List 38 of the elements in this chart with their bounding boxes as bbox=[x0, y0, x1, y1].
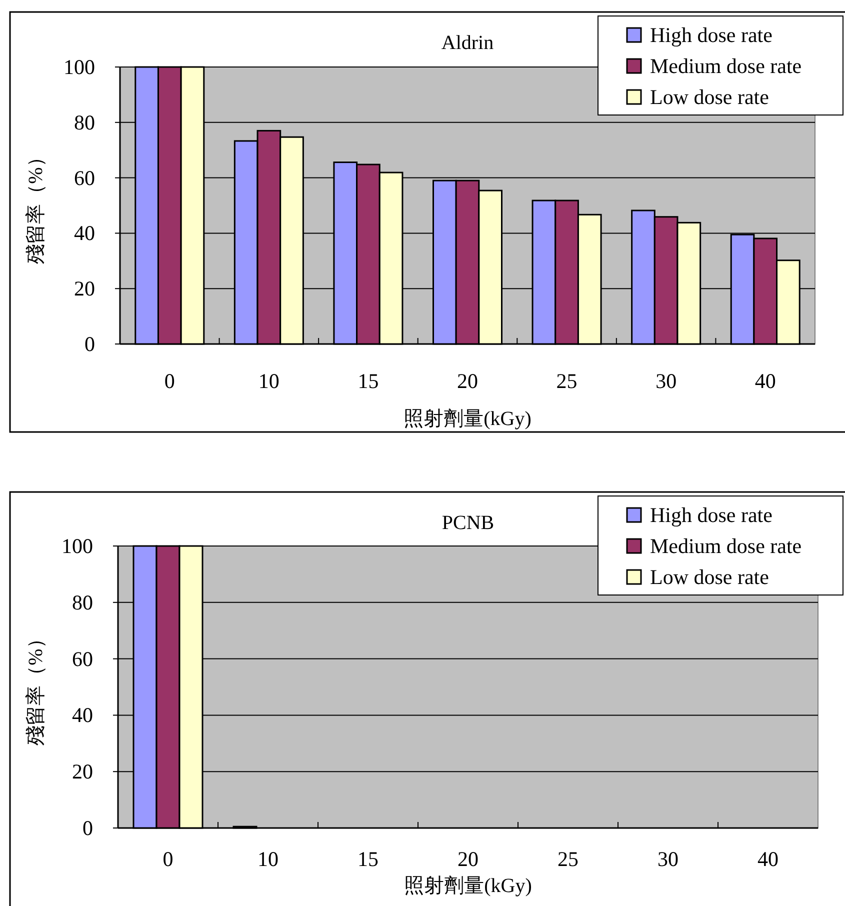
x-tick-label: 25 bbox=[556, 369, 578, 393]
legend-label: Medium dose rate bbox=[650, 54, 802, 78]
x-tick-label: 30 bbox=[656, 369, 677, 393]
legend-label: High dose rate bbox=[650, 503, 772, 527]
x-axis-title: 照射劑量(kGy) bbox=[404, 408, 532, 430]
y-tick-label: 20 bbox=[74, 276, 95, 301]
y-axis-title: 殘留率（%） bbox=[25, 147, 47, 264]
y-tick-label: 60 bbox=[74, 166, 95, 190]
x-tick-label: 40 bbox=[754, 369, 776, 393]
y-tick-label: 0 bbox=[84, 332, 95, 356]
x-tick-label: 10 bbox=[258, 847, 278, 871]
y-tick-label: 80 bbox=[74, 110, 95, 134]
legend-label: Low dose rate bbox=[650, 565, 769, 589]
y-axis-title: 殘留率（%） bbox=[25, 628, 47, 746]
y-tick-label: 0 bbox=[82, 816, 93, 840]
legend-label: Medium dose rate bbox=[650, 534, 802, 558]
y-tick-label: 100 bbox=[64, 55, 95, 79]
y-tick-label: 40 bbox=[72, 703, 93, 728]
x-axis-title: 照射劑量(kGy) bbox=[404, 875, 532, 897]
x-tick-label: 0 bbox=[162, 847, 174, 871]
chart-title: PCNB bbox=[442, 512, 494, 534]
x-tick-label: 10 bbox=[258, 369, 280, 393]
y-tick-label: 60 bbox=[72, 646, 93, 671]
y-tick-label: 80 bbox=[72, 590, 93, 614]
x-tick-label: 25 bbox=[558, 847, 578, 871]
x-tick-label: 40 bbox=[758, 847, 778, 871]
x-tick-label: 15 bbox=[358, 847, 378, 871]
y-tick-label: 100 bbox=[62, 534, 93, 558]
y-tick-label: 40 bbox=[74, 221, 95, 246]
x-tick-label: 20 bbox=[457, 369, 478, 393]
chart-title: Aldrin bbox=[441, 32, 494, 54]
y-tick-label: 20 bbox=[72, 760, 93, 784]
x-tick-label: 30 bbox=[658, 847, 678, 871]
legend-label: High dose rate bbox=[650, 23, 772, 47]
x-tick-label: 20 bbox=[458, 847, 478, 871]
x-tick-label: 0 bbox=[164, 369, 175, 393]
legend-label: Low dose rate bbox=[650, 85, 769, 109]
x-tick-label: 15 bbox=[358, 369, 379, 393]
